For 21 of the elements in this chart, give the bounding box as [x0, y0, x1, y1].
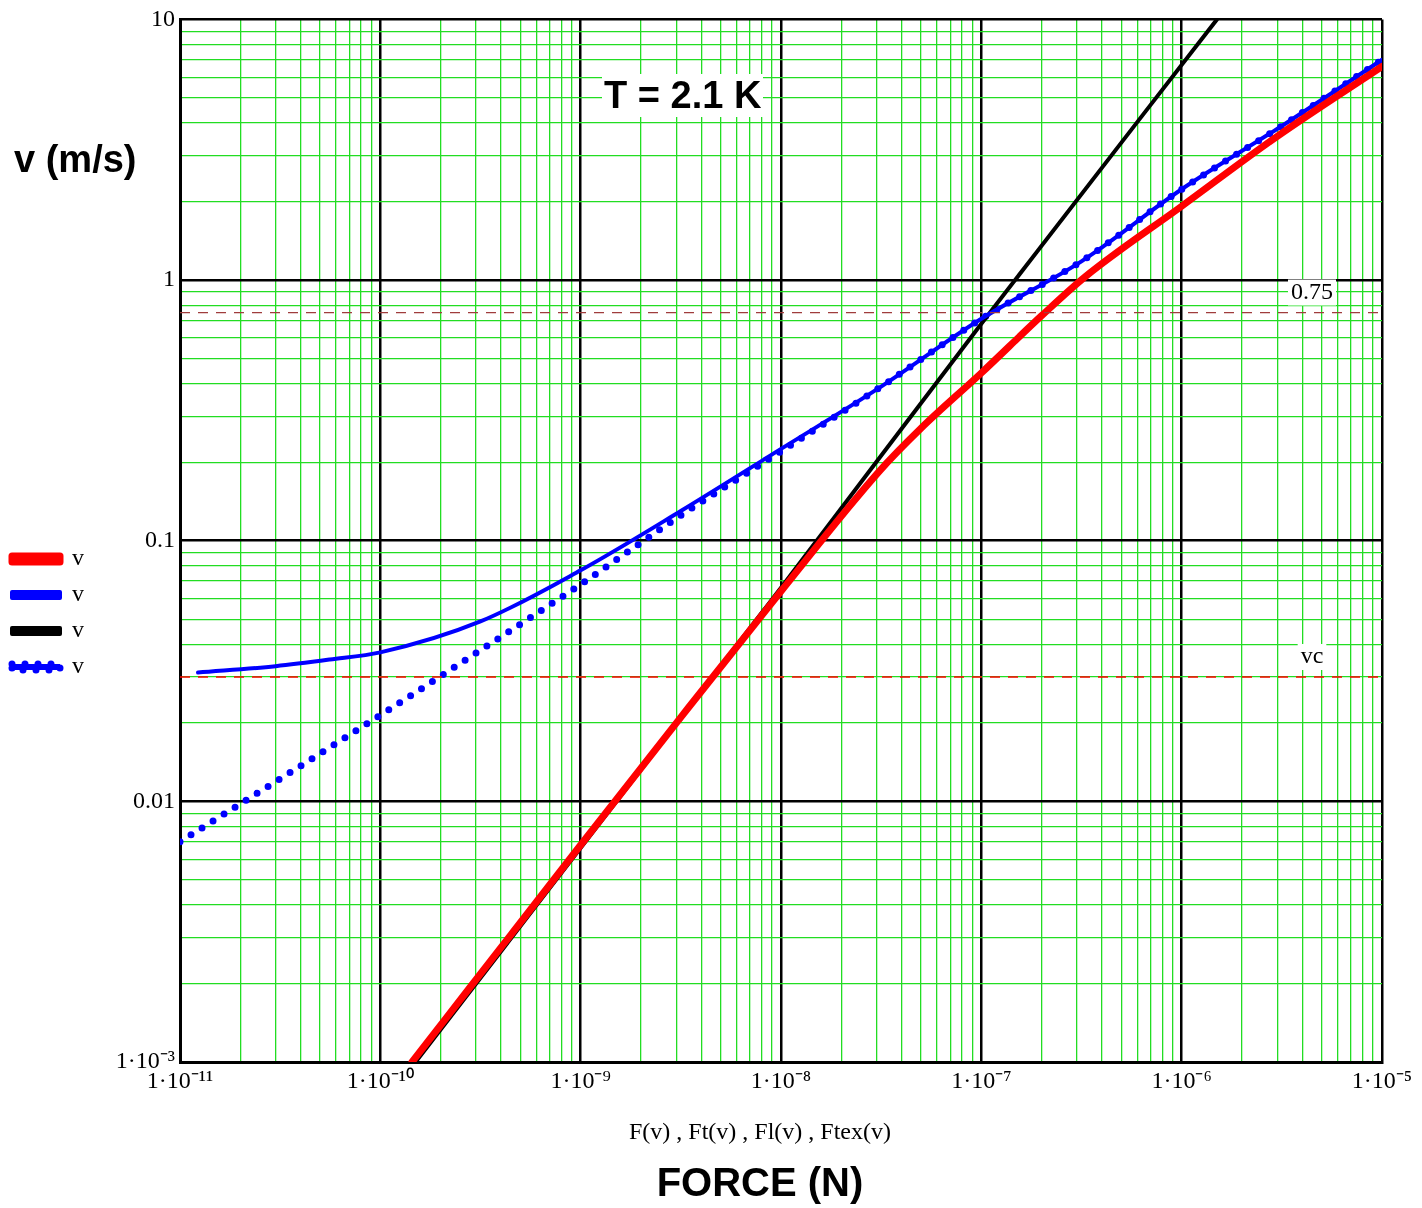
- ref-line-label: 0.75: [1291, 277, 1333, 304]
- x-tick-label: 1·10⁻⁵: [1351, 1066, 1413, 1093]
- y-tick-label: 0.1: [145, 526, 175, 552]
- y-axis-title: v (m/s): [14, 138, 137, 181]
- ref-line-label: vc: [1300, 642, 1324, 669]
- y-tick-label: 1: [163, 265, 175, 292]
- legend-label: v: [72, 544, 84, 571]
- annotation: T = 2.1 K: [602, 74, 764, 117]
- x-tick-label: 1·10⁻¹⁰: [346, 1066, 414, 1093]
- y-tick-label: 1·10⁻³: [115, 1047, 175, 1074]
- y-tick-label: 10: [151, 4, 175, 31]
- legend-label: v: [72, 652, 84, 679]
- x-tick-label: 1·10⁻⁶: [1151, 1066, 1212, 1093]
- legend-label: v: [72, 580, 84, 607]
- x-tick-label: 1·10⁻⁷: [951, 1066, 1012, 1093]
- text: F(v) , Ft(v) , Fl(v) , Ftex(v): [628, 1118, 892, 1145]
- legend-label: v: [72, 616, 84, 643]
- x-tick-label: 1·10⁻⁸: [750, 1066, 812, 1093]
- x-tick-label: 1·10⁻⁹: [550, 1066, 611, 1093]
- y-tick-label: 0.01: [133, 786, 175, 813]
- x-axis-title: FORCE (N): [655, 1160, 865, 1205]
